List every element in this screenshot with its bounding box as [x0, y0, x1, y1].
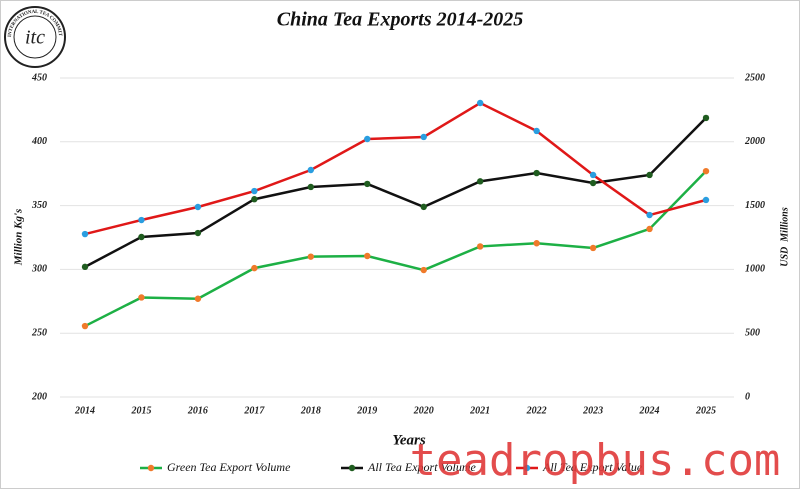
data-point	[589, 179, 597, 187]
x-tick-label: 2024	[639, 405, 660, 416]
logo-inner-ring	[13, 15, 57, 59]
x-tick-label: 2015	[130, 405, 151, 416]
legend-marker	[523, 464, 531, 472]
data-point	[476, 99, 484, 107]
data-point	[589, 171, 597, 179]
data-point	[194, 229, 202, 237]
data-point	[646, 211, 653, 219]
y2-tick-label: 2000	[744, 136, 765, 147]
y-tick-label: 450	[31, 72, 47, 83]
data-point	[646, 171, 653, 179]
data-point	[533, 169, 540, 177]
data-point	[138, 233, 145, 241]
legend-marker	[348, 464, 356, 472]
x-axis-label: Years	[392, 432, 425, 448]
y2-tick-label: 1000	[745, 264, 765, 275]
data-point	[646, 225, 653, 233]
y-tick-label: 350	[31, 200, 47, 211]
x-tick-label: 2016	[187, 405, 208, 416]
data-point	[364, 135, 371, 143]
data-point	[533, 127, 540, 135]
x-tick-label: 2014	[74, 405, 95, 416]
y-tick-label: 200	[31, 391, 47, 402]
y-tick-label: 400	[31, 136, 47, 147]
x-tick-label: 2022	[526, 405, 547, 416]
x-tick-label: 2018	[300, 405, 321, 416]
legend-label: All Tea Export Volume	[367, 460, 477, 474]
x-tick-label: 2023	[582, 405, 603, 416]
data-point	[420, 266, 427, 274]
legend-marker	[147, 464, 155, 472]
y-tick-label: 300	[31, 264, 47, 275]
data-point	[138, 294, 145, 301]
data-point	[702, 114, 710, 122]
data-point	[307, 183, 315, 191]
data-point	[420, 133, 427, 141]
data-point	[476, 243, 484, 250]
data-point	[251, 187, 258, 195]
data-point	[589, 244, 597, 252]
y2-tick-label: 2500	[744, 72, 765, 83]
y2-tick-label: 500	[745, 327, 760, 338]
data-point	[251, 264, 258, 272]
y2-axis-label: USD Millions	[779, 207, 790, 267]
data-point	[138, 216, 145, 224]
data-point	[81, 230, 89, 238]
plot-area: 200 250 300 350 400 450 0 500 1000 1500 2000 2500 20…	[31, 72, 765, 473]
data-point	[81, 263, 89, 271]
y2-tick-label: 1500	[745, 200, 765, 211]
data-point	[307, 166, 315, 174]
series-line	[84, 170, 707, 328]
legend-label: Green Tea Export Volume	[167, 460, 291, 474]
legend-label: All Tea Export Value	[542, 460, 643, 474]
logo-text: itc	[25, 27, 45, 49]
data-point	[533, 240, 540, 247]
data-point	[81, 322, 89, 330]
x-tick-label: 2025	[695, 405, 716, 416]
x-tick-label: 2020	[413, 405, 434, 416]
data-point	[194, 203, 202, 211]
data-point	[194, 295, 202, 302]
y2-tick-label: 0	[745, 391, 750, 402]
x-tick-label: 2019	[356, 405, 377, 416]
x-tick-label: 2021	[469, 405, 490, 416]
watermark: teadropbus.com	[410, 435, 781, 486]
y-tick-label: 250	[31, 327, 47, 338]
series-line	[84, 101, 707, 236]
x-tick-label: 2017	[243, 405, 265, 416]
chart-title: China Tea Exports 2014-2025	[277, 9, 524, 31]
data-point	[251, 196, 258, 203]
data-point	[702, 167, 710, 175]
data-point	[364, 180, 371, 188]
y-axis-label: Million Kg's	[13, 209, 25, 267]
data-point	[420, 203, 427, 211]
data-point	[702, 196, 710, 204]
data-point	[307, 253, 315, 260]
data-point	[364, 252, 371, 260]
data-point	[476, 178, 484, 185]
